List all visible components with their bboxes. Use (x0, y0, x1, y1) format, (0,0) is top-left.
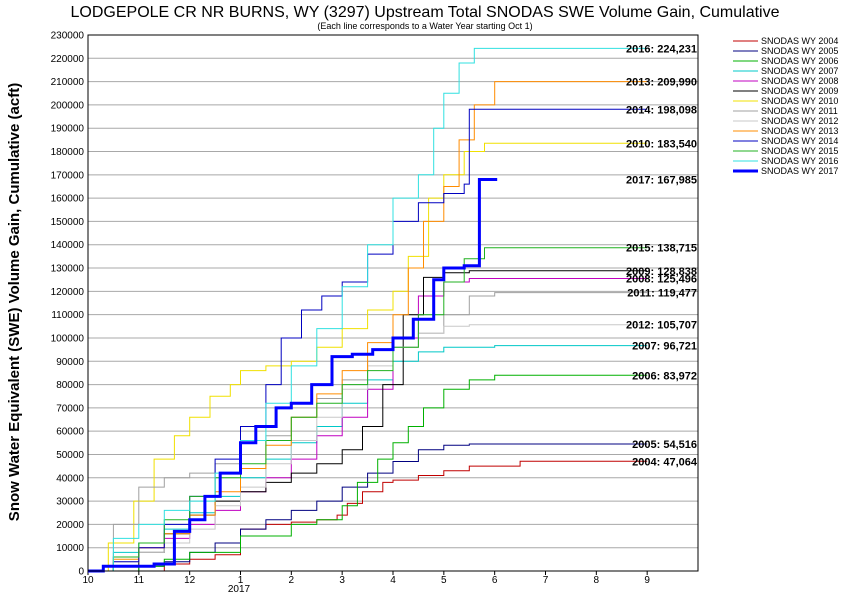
chart-subtitle: (Each line corresponds to a Water Year s… (317, 21, 532, 31)
end-value-label: 2007: 96,721 (632, 341, 697, 353)
y-tick-label: 150000 (51, 217, 85, 228)
legend-entry: SNODAS WY 2004 (761, 36, 838, 46)
y-tick-label: 190000 (51, 124, 85, 135)
x-axis-ticks: 10 11 12 1 2 3 4 5 6 7 8 9 (82, 571, 650, 586)
legend-entry: SNODAS WY 2008 (761, 76, 838, 86)
chart-title: LODGEPOLE CR NR BURNS, WY (3297) Upstrea… (71, 4, 780, 21)
x-tick-label: 11 (134, 575, 145, 586)
legend-entry: SNODAS WY 2006 (761, 56, 838, 66)
y-tick-label: 160000 (51, 194, 85, 205)
legend-entry: SNODAS WY 2017 (761, 166, 838, 176)
legend-entry: SNODAS WY 2011 (761, 106, 838, 116)
x-tick-label: 4 (390, 575, 396, 586)
y-axis-label: Snow Water Equivalent (SWE) Volume Gain,… (6, 83, 23, 521)
series-line-10 (88, 108, 648, 572)
series-lines (88, 47, 648, 573)
x-tick-label: 2 (289, 575, 295, 586)
y-tick-label: 100000 (51, 333, 85, 344)
end-value-label: 2010: 183,540 (626, 138, 697, 150)
end-value-label: 2011: 119,477 (627, 288, 697, 300)
y-tick-label: 130000 (51, 264, 85, 275)
series-line-13 (88, 178, 498, 573)
end-value-label: 2013: 209,990 (626, 77, 697, 89)
legend-entry: SNODAS WY 2014 (761, 136, 838, 146)
x-tick-label: 1 (238, 575, 244, 586)
legend-entry: SNODAS WY 2007 (761, 66, 838, 76)
legend-entry: SNODAS WY 2010 (761, 96, 838, 106)
x-tick-label: 5 (441, 575, 447, 586)
x-tick-label: 3 (339, 575, 345, 586)
x-axis-year-label: 2017 (228, 584, 251, 595)
y-tick-label: 120000 (51, 287, 85, 298)
y-tick-label: 140000 (51, 240, 85, 251)
plot-area-border (87, 34, 699, 572)
y-axis-ticks: 0 10000 20000 30000 40000 50000 60000 70000 8000… (51, 31, 85, 578)
legend-entry: SNODAS WY 2009 (761, 86, 838, 96)
legend-entry: SNODAS WY 2016 (761, 156, 838, 166)
end-value-label: 2015: 138,715 (626, 243, 697, 255)
x-tick-label: 12 (184, 575, 196, 586)
y-tick-label: 110000 (51, 310, 84, 321)
x-tick-label: 6 (492, 575, 498, 586)
end-value-label: 2009: 128,838 (626, 266, 697, 278)
y-tick-label: 200000 (51, 100, 85, 111)
legend-entry: SNODAS WY 2015 (761, 146, 838, 156)
end-value-label: 2017: 167,985 (626, 175, 697, 187)
legend-entry: SNODAS WY 2005 (761, 46, 838, 56)
y-tick-label: 60000 (56, 427, 84, 438)
series-line-1 (88, 443, 648, 572)
y-tick-label: 10000 (56, 543, 84, 554)
legend-entry: SNODAS WY 2012 (761, 116, 838, 126)
x-tick-label: 10 (82, 575, 94, 586)
end-value-label: 2012: 105,707 (626, 320, 697, 332)
y-tick-label: 220000 (51, 54, 85, 65)
end-value-label: 2005: 54,516 (632, 439, 697, 451)
x-tick-label: 7 (543, 575, 549, 586)
y-tick-label: 90000 (56, 357, 84, 368)
end-value-label: 2004: 47,064 (632, 456, 698, 468)
x-tick-label: 8 (594, 575, 600, 586)
end-value-label: 2014: 198,098 (626, 104, 697, 116)
end-value-label: 2006: 83,972 (632, 370, 697, 382)
series-line-6 (88, 142, 648, 572)
x-tick-label: 9 (644, 575, 650, 586)
y-tick-label: 30000 (56, 497, 84, 508)
y-tick-label: 180000 (51, 147, 85, 158)
y-tick-label: 50000 (56, 450, 84, 461)
end-value-labels: 2004: 47,064 2005: 54,516 2006: 83,972 2007… (626, 43, 698, 468)
y-tick-label: 70000 (56, 403, 84, 414)
y-tick-label: 170000 (51, 170, 85, 181)
y-tick-label: 20000 (56, 520, 84, 531)
end-value-label: 2016: 224,231 (626, 43, 697, 55)
y-tick-label: 40000 (56, 473, 84, 484)
series-line-2 (88, 374, 648, 572)
y-tick-label: 0 (78, 567, 84, 578)
y-tick-label: 210000 (51, 77, 85, 88)
y-tick-label: 80000 (56, 380, 84, 391)
end-value-label: 2008: 125,496 (626, 274, 697, 286)
series-line-12 (88, 47, 648, 572)
legend-entry: SNODAS WY 2013 (761, 126, 838, 136)
y-tick-label: 230000 (51, 31, 85, 42)
